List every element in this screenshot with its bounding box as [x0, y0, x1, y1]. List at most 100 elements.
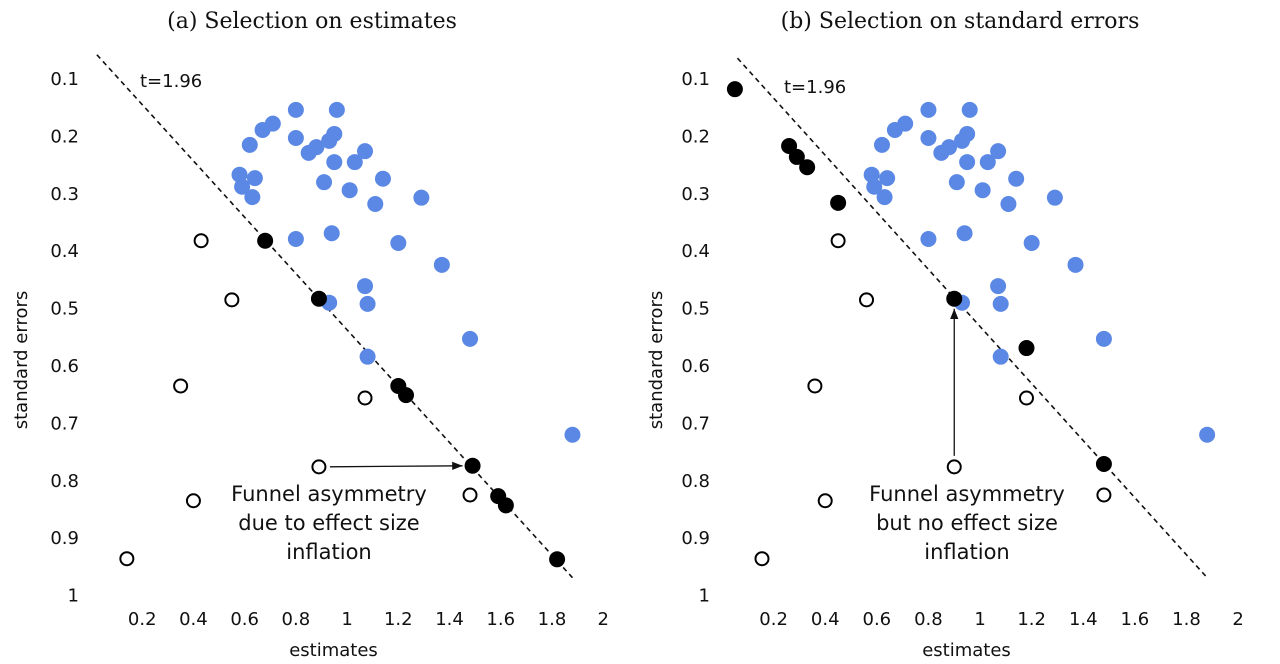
reference-line-label: t=1.96 [140, 71, 202, 92]
point [1018, 390, 1034, 406]
x-tick-label: 1.2 [384, 609, 413, 630]
x-axis-label: estimates [289, 640, 378, 661]
x-axis-label: estimates [922, 640, 1011, 661]
reference-line-label: t=1.96 [784, 77, 846, 98]
y-tick-label: 0.2 [50, 126, 79, 147]
y-tick-label: 0.1 [50, 69, 79, 90]
x-tick-label: 2 [1232, 609, 1243, 630]
point [1046, 189, 1063, 206]
point [462, 487, 478, 503]
y-tick-label: 0.9 [681, 528, 710, 549]
x-tick-label: 1 [341, 609, 352, 630]
x-tick-label: 1.4 [435, 609, 464, 630]
point [859, 292, 875, 308]
y-tick-label: 0.8 [50, 471, 79, 492]
x-tick-label: 1.8 [538, 609, 567, 630]
x-tick-label: 1.6 [1121, 609, 1150, 630]
x-tick-label: 1 [974, 609, 985, 630]
point [920, 101, 937, 118]
y-tick-label: 0.6 [50, 356, 79, 377]
point [933, 144, 950, 161]
point [390, 235, 407, 252]
point [873, 136, 890, 153]
point [1095, 330, 1112, 347]
x-tick-label: 1.8 [1172, 609, 1201, 630]
point [193, 233, 209, 249]
point [464, 457, 481, 474]
point [310, 290, 327, 307]
x-tick-label: 2 [597, 609, 608, 630]
point [946, 459, 962, 475]
y-axis-label: standard errors [11, 291, 32, 430]
x-tick-label: 0.4 [811, 609, 840, 630]
point [374, 170, 391, 187]
point [326, 154, 343, 171]
x-tick-label: 1.2 [1017, 609, 1046, 630]
point [173, 378, 189, 394]
x-tick-label: 0.4 [179, 609, 208, 630]
point [1095, 456, 1112, 473]
point [549, 551, 566, 568]
point [990, 278, 1007, 295]
y-tick-label: 0.8 [681, 471, 710, 492]
point [974, 182, 991, 199]
point [956, 225, 973, 242]
point [328, 101, 345, 118]
point [992, 295, 1009, 312]
point [948, 174, 965, 191]
point [1018, 340, 1035, 357]
point [990, 143, 1007, 160]
point [185, 493, 201, 509]
point [726, 81, 743, 98]
point [359, 295, 376, 312]
point [879, 170, 896, 187]
x-tick-label: 0.8 [914, 609, 943, 630]
point [830, 194, 847, 211]
x-tick-label: 0.6 [230, 609, 259, 630]
point [807, 378, 823, 394]
point [246, 170, 263, 187]
point [119, 551, 135, 567]
x-tick-label: 0.2 [759, 609, 788, 630]
point [992, 348, 1009, 365]
annotation-arrow [329, 461, 463, 471]
point [830, 233, 846, 249]
x-tick-label: 1.4 [1069, 609, 1098, 630]
point [953, 132, 970, 149]
annotation-text: Funnel asymmetry [231, 482, 427, 506]
point [1067, 256, 1084, 273]
point [321, 132, 338, 149]
y-tick-label: 0.3 [50, 184, 79, 205]
y-axis-label: standard errors [646, 291, 667, 430]
y-tick-label: 0.4 [50, 241, 79, 262]
point [979, 154, 996, 171]
annotation-text: due to effect size [238, 511, 419, 535]
point [462, 330, 479, 347]
point [788, 148, 805, 165]
point [1096, 487, 1112, 503]
point [946, 290, 963, 307]
x-tick-label: 0.2 [128, 609, 157, 630]
point [357, 143, 374, 160]
x-tick-label: 0.6 [863, 609, 892, 630]
point [357, 390, 373, 406]
point [799, 159, 816, 176]
annotation-text: Funnel asymmetry [869, 482, 1065, 506]
point [357, 278, 374, 295]
y-tick-label: 0.2 [681, 126, 710, 147]
point [866, 178, 883, 195]
y-tick-label: 1 [699, 586, 710, 607]
point [234, 178, 251, 195]
point [287, 129, 304, 146]
y-tick-label: 0.4 [681, 241, 710, 262]
point [433, 256, 450, 273]
point [311, 459, 327, 475]
annotation-text: inflation [286, 540, 371, 564]
x-tick-label: 1.6 [486, 609, 515, 630]
annotation-text: but no effect size [876, 511, 1058, 535]
point [959, 154, 976, 171]
y-tick-label: 0.5 [681, 299, 710, 320]
point [359, 348, 376, 365]
point [1008, 170, 1025, 187]
point [1199, 426, 1216, 443]
